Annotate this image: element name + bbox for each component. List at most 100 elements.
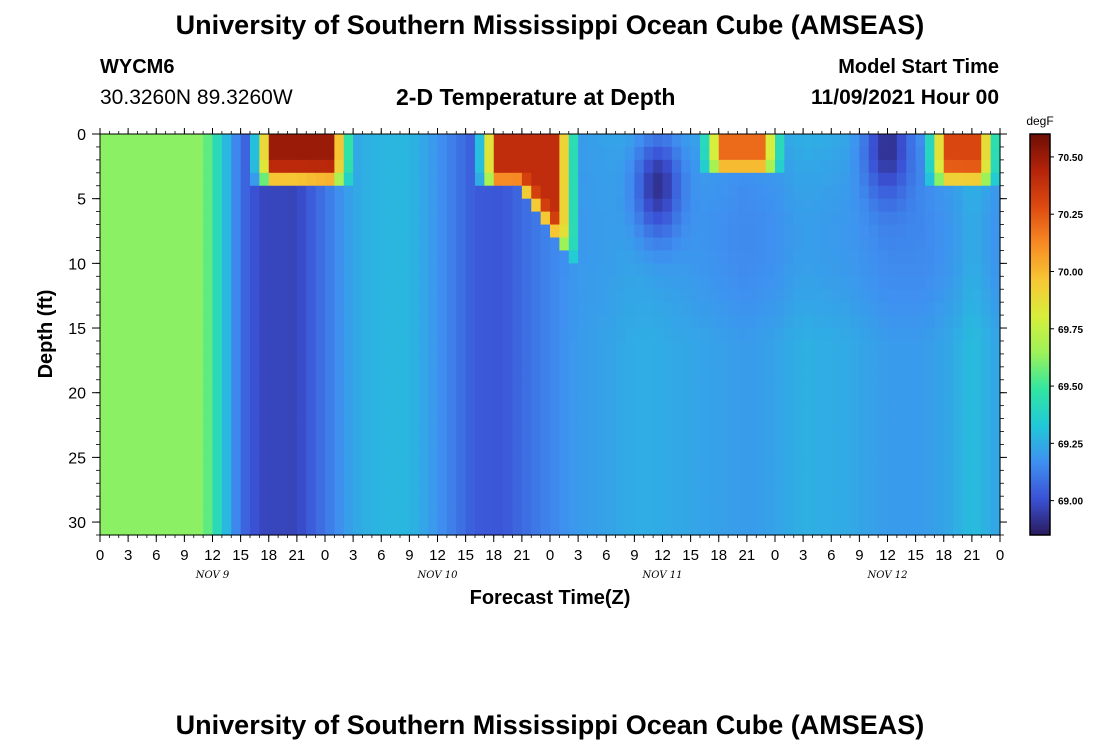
heatmap-cell xyxy=(128,289,139,303)
heatmap-cell xyxy=(615,470,626,484)
heatmap-cell xyxy=(137,172,148,187)
heatmap-cell xyxy=(643,276,654,290)
heatmap-cell xyxy=(325,211,335,226)
heatmap-cell xyxy=(193,522,204,536)
heatmap-cell xyxy=(456,509,467,523)
heatmap-cell xyxy=(821,237,832,252)
heatmap-cell xyxy=(728,289,739,303)
heatmap-cell xyxy=(540,263,551,277)
heatmap-cell xyxy=(887,470,898,484)
heatmap-cell xyxy=(765,353,776,368)
heatmap-cell xyxy=(625,134,635,148)
heatmap-cell xyxy=(306,340,317,355)
heatmap-cell xyxy=(381,379,392,394)
heatmap-cell xyxy=(690,237,701,252)
heatmap-cell xyxy=(615,392,626,407)
heatmap-cell xyxy=(400,134,410,148)
heatmap-cell xyxy=(709,483,720,497)
heatmap-cell xyxy=(231,211,242,226)
heatmap-cell xyxy=(184,315,195,329)
heatmap-cell xyxy=(296,224,307,239)
heatmap-cell xyxy=(137,211,148,226)
heatmap-cell xyxy=(878,509,889,523)
heatmap-cell xyxy=(681,483,692,497)
heatmap-cell xyxy=(681,496,692,510)
heatmap-cell xyxy=(325,302,335,316)
heatmap-cell xyxy=(793,379,804,394)
heatmap-cell xyxy=(559,224,570,239)
heatmap-cell xyxy=(165,522,176,536)
heatmap-cell xyxy=(465,418,476,433)
heatmap-cell xyxy=(971,418,982,433)
heatmap-cell xyxy=(671,328,682,342)
heatmap-cell xyxy=(587,522,598,536)
heatmap-cell xyxy=(456,418,467,433)
heatmap-cell xyxy=(690,340,701,355)
heatmap-cell xyxy=(821,250,832,264)
heatmap-cell xyxy=(418,250,429,264)
heatmap-cell xyxy=(821,405,832,420)
heatmap-cell xyxy=(765,444,776,458)
heatmap-cell xyxy=(559,289,570,303)
heatmap-cell xyxy=(859,496,870,510)
day-label: NOV 12 xyxy=(867,570,908,581)
heatmap-cell xyxy=(578,276,589,290)
heatmap-cell xyxy=(156,470,167,484)
heatmap-cell xyxy=(906,134,917,148)
heatmap-cell xyxy=(578,185,589,200)
heatmap-cell xyxy=(821,496,832,510)
heatmap-cell xyxy=(934,431,945,446)
heatmap-cell xyxy=(409,457,420,471)
heatmap-cell xyxy=(578,159,589,174)
heatmap-cell xyxy=(240,379,251,394)
heatmap-cell xyxy=(240,302,251,316)
heatmap-cell xyxy=(503,509,514,523)
heatmap-cell xyxy=(156,509,167,523)
heatmap-cell xyxy=(231,198,242,213)
heatmap-cell xyxy=(287,302,298,316)
heatmap-cell xyxy=(756,134,767,148)
heatmap-cell xyxy=(550,134,560,148)
heatmap-cell xyxy=(681,392,692,407)
heatmap-cell xyxy=(325,522,335,536)
heatmap-cell xyxy=(128,224,139,239)
heatmap-cell xyxy=(203,340,214,355)
heatmap-cell xyxy=(371,159,382,174)
heatmap-cell xyxy=(175,172,185,187)
heatmap-cell xyxy=(981,470,992,484)
heatmap-cell xyxy=(653,418,664,433)
heatmap-cell xyxy=(100,522,110,536)
heatmap-cell xyxy=(325,237,335,252)
heatmap-cell xyxy=(493,379,504,394)
heatmap-cell xyxy=(296,418,307,433)
heatmap-cell xyxy=(643,211,654,226)
heatmap-cell xyxy=(606,289,617,303)
heatmap-cell xyxy=(540,185,551,200)
heatmap-cell xyxy=(568,198,579,213)
heatmap-cell xyxy=(390,185,401,200)
heatmap-cell xyxy=(306,328,317,342)
heatmap-cell xyxy=(343,496,354,510)
heatmap-cell xyxy=(746,418,757,433)
heatmap-cell xyxy=(231,522,242,536)
heatmap-cell xyxy=(803,237,814,252)
heatmap-cell xyxy=(803,392,814,407)
heatmap-cell xyxy=(775,172,785,187)
heatmap-cell xyxy=(381,328,392,342)
heatmap-cell xyxy=(803,522,814,536)
heatmap-cell xyxy=(840,340,851,355)
heatmap-cell xyxy=(184,431,195,446)
heatmap-cell xyxy=(465,172,476,187)
heatmap-cell xyxy=(128,366,139,381)
heatmap-cell xyxy=(793,159,804,174)
heatmap-cell xyxy=(456,146,467,161)
heatmap-cell xyxy=(934,496,945,510)
heatmap-cell xyxy=(306,509,317,523)
heatmap-cell xyxy=(990,340,1001,355)
heatmap-cell xyxy=(625,146,635,161)
heatmap-cell xyxy=(653,146,664,161)
heatmap-cell xyxy=(887,276,898,290)
heatmap-cell xyxy=(343,276,354,290)
heatmap-cell xyxy=(268,340,279,355)
heatmap-cell xyxy=(475,509,485,523)
